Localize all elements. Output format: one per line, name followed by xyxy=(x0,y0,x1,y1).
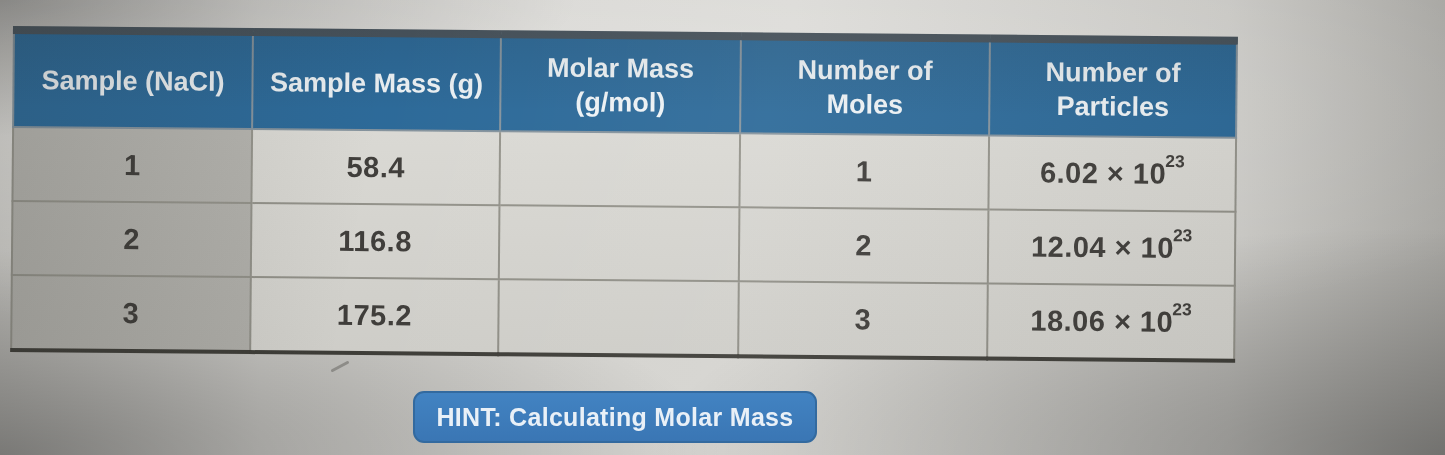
cell-mass-1: 58.4 xyxy=(251,129,500,205)
photo-scene: Sample (NaCl) Sample Mass (g) Molar Mass… xyxy=(0,0,1445,455)
cell-particles-2: 12.04 × 1023 xyxy=(988,210,1236,286)
cell-particles-1: 6.02 × 1023 xyxy=(988,136,1236,212)
hint-button[interactable]: HINT: Calculating Molar Mass xyxy=(413,391,817,443)
header-sample-mass: Sample Mass (g) xyxy=(252,32,501,131)
stray-pen-mark xyxy=(330,360,349,372)
table-row: 2 116.8 2 12.04 × 1023 xyxy=(12,201,1236,286)
cell-sample-2: 2 xyxy=(12,201,252,277)
cell-mass-2: 116.8 xyxy=(251,203,500,279)
exponent: 23 xyxy=(1173,225,1193,245)
cell-mass-3: 175.2 xyxy=(250,277,499,354)
table-row: 3 175.2 3 18.06 × 1023 xyxy=(11,275,1235,361)
cell-particles-3: 18.06 × 1023 xyxy=(987,284,1235,361)
cell-molar-mass-1 xyxy=(499,131,740,207)
cell-moles-1: 1 xyxy=(739,133,989,209)
cell-molar-mass-3 xyxy=(498,279,739,356)
header-particles: Number of Particles xyxy=(989,39,1237,138)
cell-sample-3: 3 xyxy=(11,275,251,352)
header-molar-mass: Molar Mass (g/mol) xyxy=(500,34,741,133)
molar-mass-table: Sample (NaCl) Sample Mass (g) Molar Mass… xyxy=(10,26,1238,363)
exponent: 23 xyxy=(1165,151,1185,171)
header-moles: Number of Moles xyxy=(740,36,990,135)
cell-molar-mass-2 xyxy=(499,205,740,281)
cell-moles-2: 2 xyxy=(739,207,989,283)
header-sample: Sample (NaCl) xyxy=(13,30,253,129)
table-row: 1 58.4 1 6.02 × 1023 xyxy=(12,127,1236,212)
cell-moles-3: 3 xyxy=(738,281,988,358)
exponent: 23 xyxy=(1172,299,1192,319)
cell-sample-1: 1 xyxy=(12,127,252,203)
header-row: Sample (NaCl) Sample Mass (g) Molar Mass… xyxy=(13,30,1237,138)
